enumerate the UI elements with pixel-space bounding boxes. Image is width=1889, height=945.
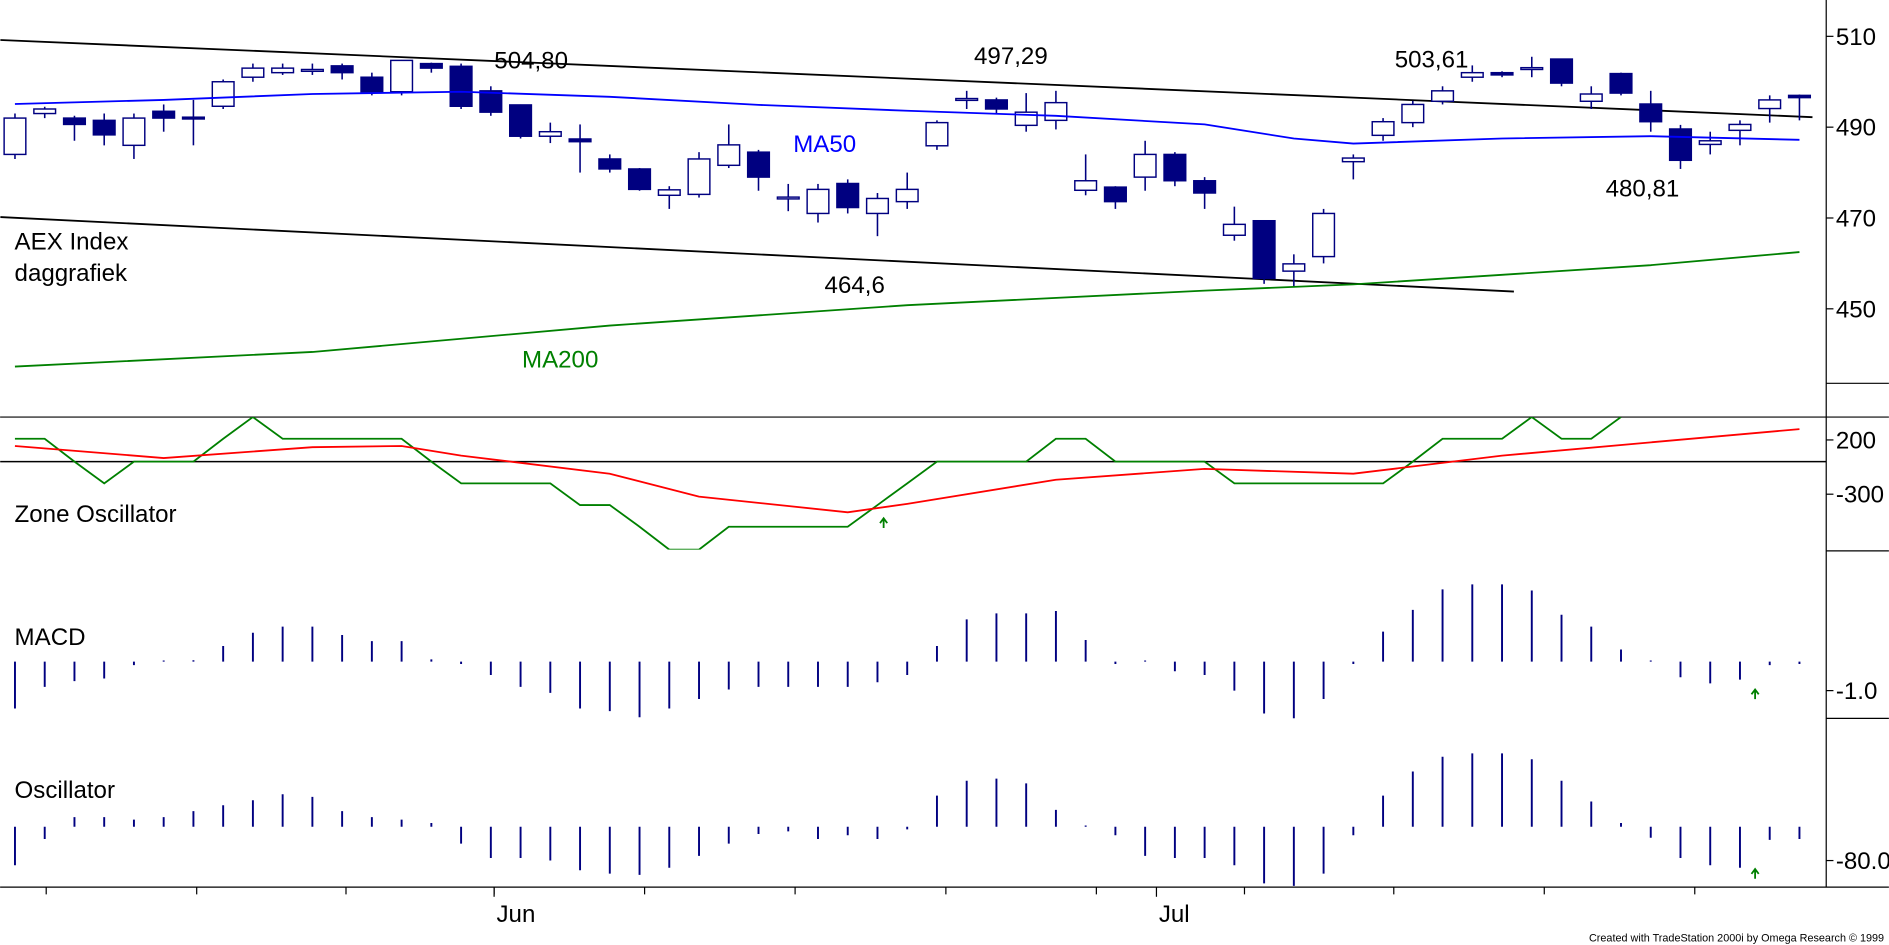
candle-body: [538, 130, 562, 137]
panel: [14, 584, 1801, 719]
candle-body: [1787, 94, 1812, 99]
candle-body: [271, 67, 295, 74]
candle-body: [449, 65, 473, 107]
candle-body: [479, 90, 503, 113]
candle-body: [181, 116, 205, 120]
candle-body: [1609, 72, 1633, 94]
candle-body: [895, 188, 919, 203]
signal-arrow: [879, 516, 888, 528]
x-tick-label: Jun: [497, 901, 536, 928]
candle-body: [241, 67, 265, 78]
candle-body: [1193, 180, 1217, 194]
candle-body: [1252, 219, 1276, 280]
candle-body: [330, 65, 354, 74]
candle-body: [925, 121, 949, 147]
candle-body: [360, 76, 384, 93]
annotation: 497,29: [974, 43, 1048, 70]
candle-body: [1222, 223, 1246, 236]
panel: [0, 417, 1827, 550]
candle-body: [1639, 103, 1663, 123]
y-tick-label: 450: [1836, 296, 1876, 323]
candle-body: [687, 158, 711, 196]
candle-body: [1133, 153, 1157, 178]
panel-title: Oscillator: [15, 777, 115, 804]
candle-body: [1520, 66, 1544, 71]
candle-body: [1103, 186, 1127, 203]
candle-body: [33, 108, 57, 115]
candle-body: [122, 117, 146, 147]
footer: Created with TradeStation 2000i by Omega…: [1589, 932, 1884, 944]
candle-body: [836, 182, 860, 209]
candle-body: [1698, 140, 1722, 146]
moving-average: [14, 251, 1800, 368]
candle-body: [806, 188, 830, 215]
candle-body: [390, 59, 414, 93]
panel: [0, 39, 1813, 368]
candle-body: [92, 119, 116, 136]
candle-body: [955, 97, 979, 102]
panel: [14, 753, 1801, 886]
annotation: 504,80: [494, 48, 568, 75]
candle-body: [717, 144, 741, 167]
candle-body: [1074, 180, 1098, 192]
annotation: 480,81: [1606, 175, 1680, 202]
annotation: 464,6: [825, 272, 885, 299]
y-tick-label: -80.0: [1836, 848, 1889, 875]
series-label: MA50: [793, 131, 856, 158]
candle-body: [657, 189, 681, 197]
candle-body: [1163, 153, 1187, 182]
series-label: MA200: [522, 347, 598, 374]
candle-body: [776, 196, 800, 200]
candle-body: [3, 117, 27, 156]
trendline: [0, 216, 1514, 293]
candle-body: [1044, 101, 1068, 122]
y-tick-label: -300: [1836, 482, 1884, 509]
candle-body: [568, 138, 592, 143]
candle-body: [509, 104, 533, 137]
y-tick-label: 200: [1836, 427, 1876, 454]
candle-body: [1490, 71, 1514, 76]
signal-arrow: [1750, 687, 1760, 700]
oscillator-line: [14, 428, 1800, 514]
candle-body: [1371, 120, 1395, 137]
candle-body: [984, 99, 1009, 110]
y-tick-label: -1.0: [1836, 678, 1878, 705]
y-tick-label: 470: [1836, 205, 1876, 232]
signal-arrow: [1750, 867, 1760, 879]
y-tick-label: 490: [1836, 115, 1876, 142]
candle-body: [598, 158, 622, 170]
candle-body: [211, 81, 235, 107]
candle-body: [1549, 58, 1574, 84]
candle-body: [1728, 123, 1752, 132]
candle-body: [865, 197, 890, 215]
moving-average: [14, 90, 1800, 145]
chart-title: AEX Index: [15, 229, 129, 256]
candle-body: [300, 68, 324, 73]
candle-body: [1758, 99, 1782, 110]
oscillator-line: [14, 417, 1622, 550]
candle-body: [62, 117, 87, 126]
annotation: 503,61: [1395, 47, 1469, 74]
candle-body: [746, 151, 771, 178]
panel-title: MACD: [15, 624, 86, 651]
candle-body: [152, 110, 176, 119]
candle-body: [627, 168, 652, 191]
chart-title: daggrafiek: [15, 260, 128, 287]
panel-title: Zone Oscillator: [15, 501, 177, 528]
candle-body: [1282, 263, 1306, 272]
x-tick-label: Jul: [1159, 901, 1190, 928]
candle-body: [1341, 157, 1365, 163]
candle-body: [1430, 90, 1455, 102]
candle-body: [419, 62, 443, 69]
trendline: [0, 39, 1813, 119]
candle-body: [1668, 128, 1693, 162]
candle-body: [1579, 93, 1603, 102]
candle-body: [1401, 103, 1425, 124]
candle-body: [1312, 212, 1336, 258]
candle-body: [1460, 71, 1484, 78]
y-tick-label: 510: [1836, 24, 1876, 51]
